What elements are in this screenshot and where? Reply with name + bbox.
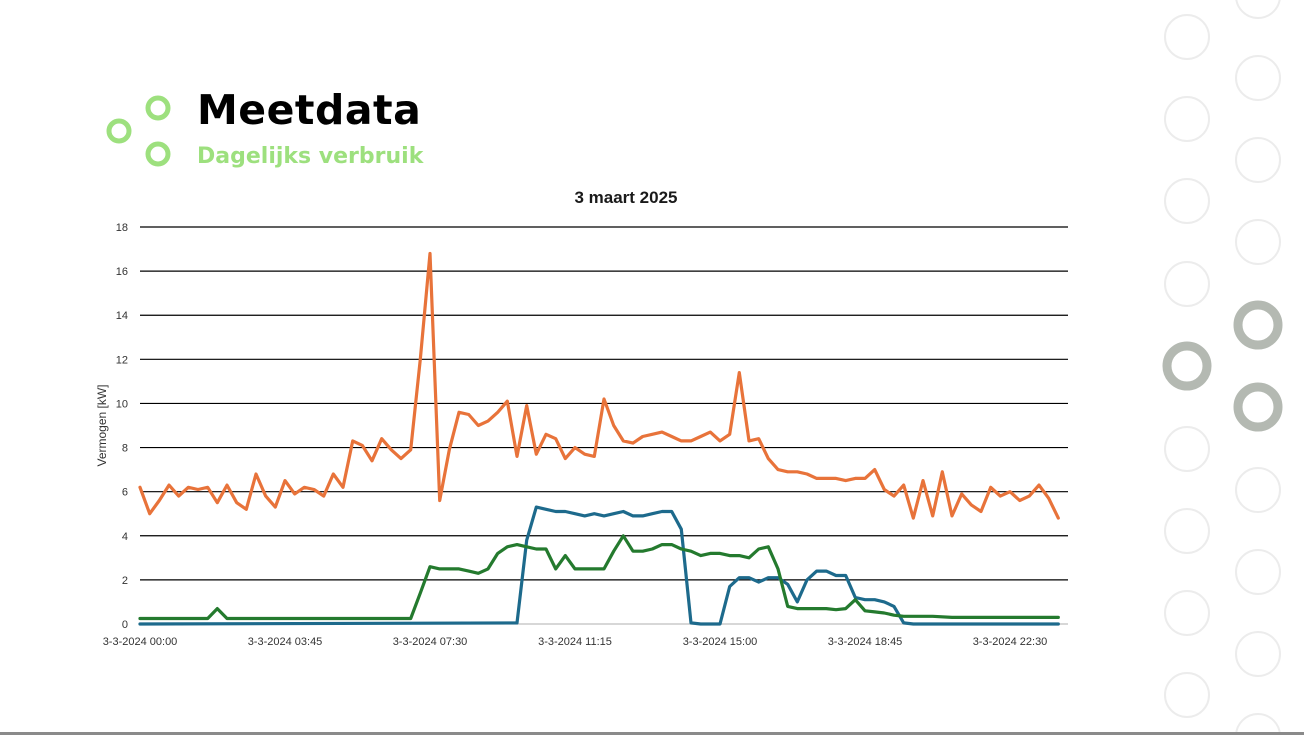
decor-ring — [1235, 467, 1281, 513]
bottom-divider — [0, 732, 1304, 735]
accent-circle — [145, 95, 171, 121]
x-tick-label: 3-3-2024 00:00 — [103, 636, 178, 648]
x-tick-label: 3-3-2024 15:00 — [683, 636, 758, 648]
decor-ring — [1164, 672, 1210, 718]
accent-circle — [145, 141, 171, 167]
page-title: Meetdata — [197, 86, 422, 134]
decor-ring — [1164, 178, 1210, 224]
y-tick-label: 4 — [122, 531, 128, 543]
y-tick-label: 16 — [116, 266, 128, 278]
decor-ring-accent — [1162, 341, 1212, 391]
x-tick-label: 3-3-2024 03:45 — [248, 636, 323, 648]
chart-title: 3 maart 2025 — [574, 188, 677, 207]
decor-ring-accent — [1233, 300, 1283, 350]
y-tick-label: 18 — [116, 222, 128, 234]
x-tick-label: 3-3-2024 11:15 — [538, 636, 612, 648]
y-tick-label: 6 — [122, 487, 128, 499]
decor-ring — [1164, 426, 1210, 472]
decor-ring — [1164, 96, 1210, 142]
page-subtitle: Dagelijks verbruik — [197, 144, 424, 169]
decor-ring — [1164, 261, 1210, 307]
series-line-2 — [138, 505, 1060, 626]
decor-ring — [1235, 219, 1281, 265]
decor-ring — [1235, 55, 1281, 101]
x-tick-label: 3-3-2024 22:30 — [973, 636, 1048, 648]
y-tick-label: 2 — [122, 575, 128, 587]
decor-ring — [1235, 713, 1281, 735]
decor-ring — [1235, 631, 1281, 677]
decor-ring — [1235, 549, 1281, 595]
series-line-3 — [138, 534, 1060, 621]
x-tick-label: 3-3-2024 07:30 — [393, 636, 468, 648]
y-axis-label: Vermogen [kW] — [95, 384, 109, 466]
accent-circle — [106, 118, 132, 144]
decor-ring — [1235, 0, 1281, 19]
decor-ring — [1164, 590, 1210, 636]
decor-ring — [1164, 14, 1210, 60]
decor-ring — [1164, 508, 1210, 554]
x-tick-label: 3-3-2024 18:45 — [828, 636, 903, 648]
y-tick-label: 8 — [122, 443, 128, 455]
y-tick-label: 0 — [122, 619, 128, 631]
decor-ring — [1235, 137, 1281, 183]
y-tick-label: 10 — [116, 398, 128, 410]
y-tick-label: 14 — [116, 310, 128, 322]
y-tick-label: 12 — [116, 354, 128, 366]
decor-ring-accent — [1233, 382, 1283, 432]
series-line-1 — [138, 251, 1060, 520]
